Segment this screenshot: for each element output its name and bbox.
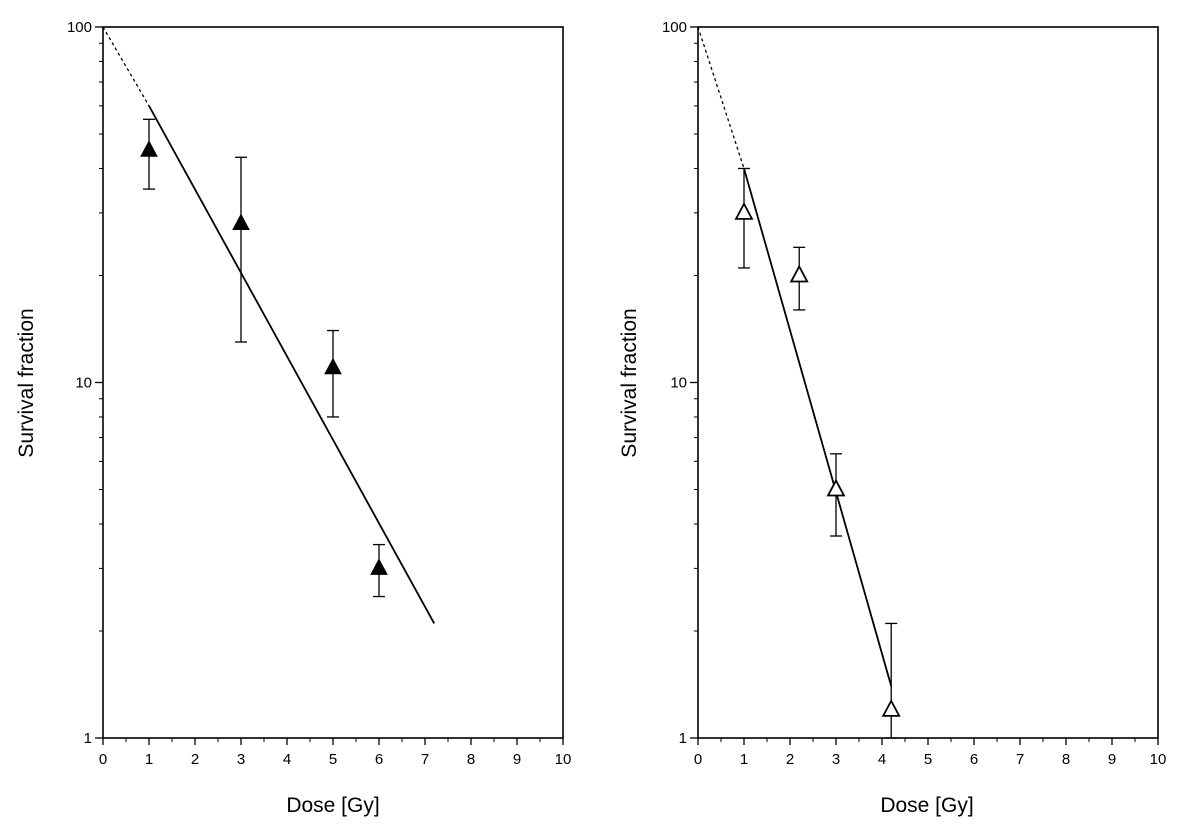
fit-line <box>743 168 893 687</box>
x-axis-title: Dose [Gy] <box>880 794 973 817</box>
x-tick-label: 9 <box>1108 751 1116 768</box>
y-axis-title: Survival fraction <box>618 308 641 457</box>
data-point <box>140 140 158 157</box>
y-tick-label: 10 <box>670 375 687 392</box>
x-tick-label: 9 <box>513 751 521 768</box>
y-tick-label: 10 <box>75 375 92 392</box>
x-tick-label: 8 <box>1062 751 1070 768</box>
x-tick-label: 6 <box>970 751 978 768</box>
x-axis-title: Dose [Gy] <box>286 794 379 817</box>
fit-line-extrapolated <box>102 26 150 107</box>
fit-line <box>148 105 435 624</box>
x-tick-label: 4 <box>283 751 291 768</box>
data-point <box>232 213 250 231</box>
y-tick-label: 1 <box>84 730 92 747</box>
x-tick-label: 4 <box>878 751 886 768</box>
y-tick-label: 100 <box>67 19 92 36</box>
y-axis-title: Survival fraction <box>15 308 38 457</box>
x-tick-label: 7 <box>421 751 429 768</box>
x-tick-label: 7 <box>1016 751 1024 768</box>
x-tick-label: 1 <box>145 751 153 768</box>
data-point <box>734 201 754 220</box>
x-tick-label: 5 <box>329 751 337 768</box>
data-point <box>324 357 342 375</box>
x-tick-label: 10 <box>555 751 572 768</box>
data-point <box>881 698 901 717</box>
x-tick-label: 3 <box>237 751 245 768</box>
x-tick-label: 6 <box>375 751 383 768</box>
chart-panel-right: Dose [Gy] Survival fraction 0 1 2 3 4 5 6 7 8 9 10… <box>618 19 1166 817</box>
y-tick-label: 100 <box>662 19 687 36</box>
x-tick-label: 3 <box>832 751 840 768</box>
x-tick-label: 0 <box>694 751 702 768</box>
data-point <box>826 478 846 497</box>
x-tick-label: 10 <box>1150 751 1167 768</box>
x-tick-label: 0 <box>99 751 107 768</box>
x-tick-label: 2 <box>786 751 794 768</box>
x-tick-label: 2 <box>191 751 199 768</box>
plot-frame <box>697 26 1159 739</box>
x-tick-label: 1 <box>740 751 748 768</box>
x-tick-label: 5 <box>924 751 932 768</box>
data-point <box>370 558 388 575</box>
fit-line-extrapolated <box>697 26 745 169</box>
chart-panel-left: Dose [Gy] Survival fraction 0 1 2 3 4 5 6 7 8 9 10… <box>15 19 571 817</box>
x-tick-label: 8 <box>467 751 475 768</box>
data-point <box>789 264 809 283</box>
y-tick-label: 1 <box>679 730 687 747</box>
